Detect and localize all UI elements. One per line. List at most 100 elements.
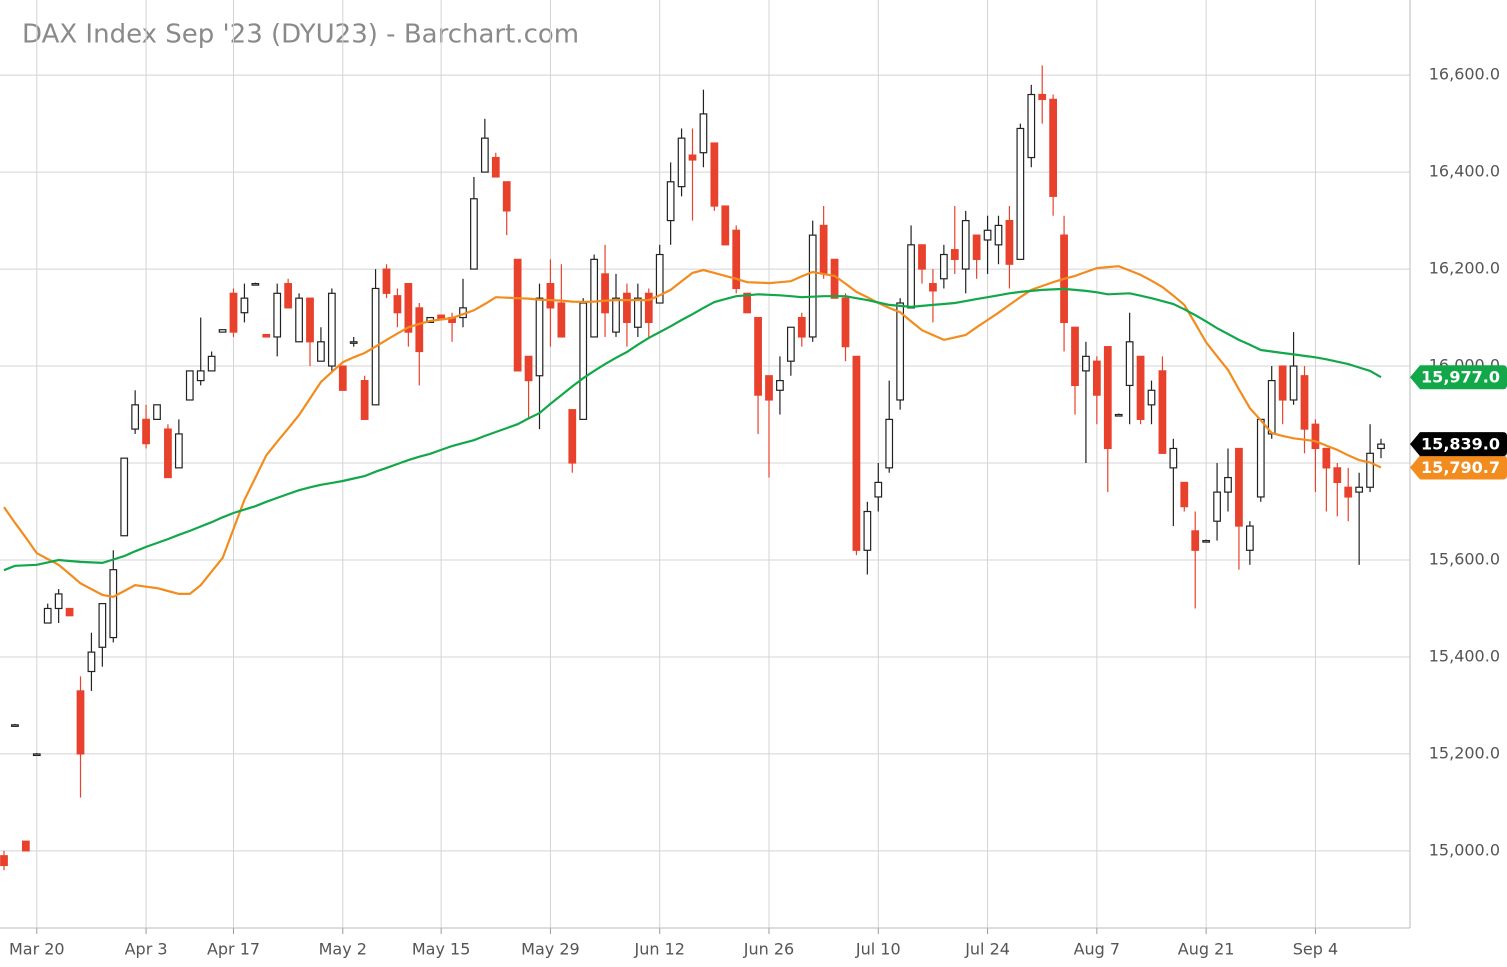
- candle-body: [950, 249, 959, 260]
- candle-body: [972, 234, 981, 260]
- candle-body: [502, 181, 511, 212]
- candle-body: [535, 297, 544, 377]
- candle-body: [240, 297, 249, 314]
- candle-body: [939, 253, 948, 280]
- y-tick-label: 15,400.0: [1429, 646, 1500, 665]
- moving-average: [3, 287, 1382, 572]
- candle-body: [765, 375, 773, 401]
- candle-body: [317, 341, 325, 362]
- candle-body: [349, 341, 358, 344]
- candle-body: [32, 753, 41, 757]
- candle-body: [251, 283, 260, 286]
- candle-body: [196, 370, 205, 382]
- candle-body: [579, 302, 588, 420]
- candle-body: [306, 297, 314, 343]
- candle-body: [1027, 93, 1036, 159]
- x-tick-label: Aug 7: [1074, 940, 1121, 959]
- candle-body: [721, 205, 730, 246]
- x-tick-label: Apr 3: [125, 940, 168, 959]
- candle-body: [65, 607, 74, 617]
- candle-body: [1377, 443, 1385, 450]
- candle-body: [929, 283, 937, 292]
- candle-body: [131, 404, 140, 430]
- candle-body: [295, 297, 303, 343]
- candle-body: [776, 379, 784, 391]
- candle-body: [1213, 491, 1221, 522]
- x-tick-label: May 29: [521, 940, 580, 959]
- candle-body: [710, 142, 719, 207]
- candle-body: [1289, 365, 1298, 401]
- candle-body: [688, 154, 697, 161]
- candle-body: [863, 510, 872, 551]
- candle-body: [1158, 370, 1167, 454]
- y-tick-label: 16,200.0: [1429, 259, 1500, 278]
- candle-body: [983, 229, 992, 241]
- candle-body: [557, 302, 566, 338]
- candle-body: [1180, 481, 1189, 508]
- candle-body: [601, 273, 609, 314]
- candle-body: [11, 724, 19, 727]
- candle-body: [852, 355, 861, 551]
- candle-body: [655, 253, 664, 304]
- candle-body: [382, 268, 391, 294]
- y-tick-label: 16,400.0: [1429, 162, 1500, 181]
- candle-body: [623, 292, 631, 324]
- candle-body: [1333, 467, 1342, 484]
- candle-body: [786, 326, 795, 362]
- candle-body: [513, 258, 522, 372]
- candle-body: [1311, 423, 1320, 450]
- candle-body: [338, 365, 347, 391]
- candle-body: [754, 316, 762, 396]
- candle-body: [907, 244, 915, 309]
- candle-body: [1092, 360, 1101, 396]
- candle-body: [524, 355, 533, 382]
- candle-body: [174, 433, 183, 469]
- candle-body: [437, 314, 446, 320]
- candle-body: [207, 355, 216, 372]
- candle-body: [54, 593, 63, 610]
- candle-body: [393, 295, 402, 314]
- x-tick-label: Aug 21: [1178, 940, 1235, 959]
- candle-body: [677, 137, 686, 188]
- candle-body: [229, 292, 238, 333]
- candle-body: [885, 418, 894, 469]
- candle-body: [470, 198, 478, 270]
- candle-body: [961, 219, 970, 270]
- candle-body: [1191, 530, 1200, 551]
- candle-body: [120, 457, 129, 537]
- candle-body: [1071, 326, 1079, 387]
- chart-title: DAX Index Sep '23 (DYU23) - Barchart.com: [22, 20, 579, 50]
- candle-body: [87, 651, 96, 673]
- price-tag-label: 15,839.0: [1421, 435, 1500, 454]
- candle-body: [841, 297, 850, 348]
- candle-body: [21, 840, 30, 852]
- candle-body: [918, 244, 926, 270]
- candle-body: [1224, 476, 1232, 493]
- candle-body: [1147, 389, 1156, 406]
- candle-body: [1366, 452, 1374, 488]
- price-tag-label: 15,790.7: [1421, 458, 1500, 477]
- price-tag: [1410, 432, 1507, 457]
- candle-body: [1202, 539, 1211, 543]
- candle-body: [1049, 98, 1058, 197]
- candle-body: [1103, 346, 1112, 450]
- x-tick-label: Jun 12: [633, 940, 684, 959]
- candle-body: [1245, 525, 1254, 551]
- candle-body: [491, 156, 500, 178]
- candle-body: [743, 292, 752, 314]
- candle-body: [1256, 418, 1265, 498]
- x-tick-label: Jul 24: [964, 940, 1010, 959]
- candle-body: [1136, 355, 1145, 420]
- candle-body: [1016, 127, 1025, 260]
- x-tick-label: Mar 20: [9, 940, 65, 959]
- candle-body: [590, 258, 599, 338]
- candle-body: [1125, 341, 1134, 387]
- candle-body: [109, 569, 118, 639]
- candle-body: [612, 297, 620, 333]
- candle-body: [1322, 447, 1331, 469]
- candle-body: [43, 607, 52, 624]
- candle-body: [0, 855, 8, 867]
- price-tag-label: 15,977.0: [1421, 368, 1500, 387]
- candle-body: [1278, 365, 1287, 401]
